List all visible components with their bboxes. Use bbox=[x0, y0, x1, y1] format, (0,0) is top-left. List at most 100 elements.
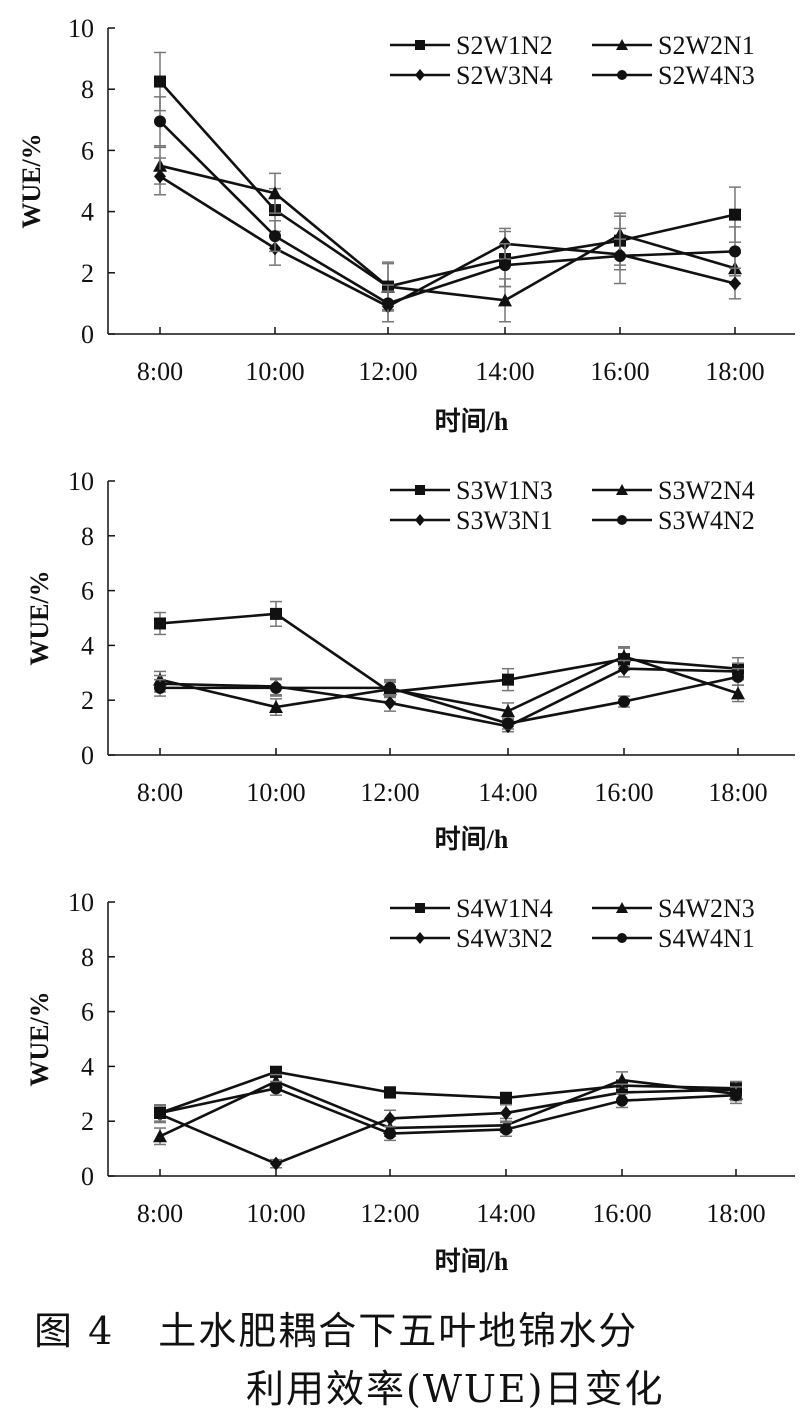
x-axis-label: 时间/h bbox=[435, 825, 509, 854]
legend-entry: S3W4N2 bbox=[592, 506, 755, 535]
x-tick-label: 10:00 bbox=[245, 357, 304, 386]
data-point bbox=[384, 1127, 396, 1140]
y-tick-label: 6 bbox=[81, 577, 94, 606]
legend-entry: S2W2N1 bbox=[592, 31, 755, 60]
x-tick-label: 10:00 bbox=[246, 1199, 305, 1228]
x-tick-label: 18:00 bbox=[705, 357, 764, 386]
legend-marker bbox=[617, 70, 627, 80]
data-point bbox=[268, 186, 282, 200]
x-tick-label: 16:00 bbox=[590, 357, 649, 386]
series-S4W1N4 bbox=[154, 1065, 742, 1122]
data-point bbox=[153, 1129, 167, 1143]
data-point bbox=[502, 673, 514, 686]
data-point bbox=[618, 661, 630, 676]
y-tick-label: 0 bbox=[81, 741, 94, 770]
x-tick-label: 12:00 bbox=[360, 778, 419, 807]
legend-label: S2W3N4 bbox=[456, 61, 553, 90]
series-line bbox=[159, 1070, 737, 1115]
figure-caption-line-1: 图 4 土水肥耦合下五叶地锦水分 bbox=[34, 1300, 802, 1355]
y-axis-label: WUE/% bbox=[25, 570, 54, 665]
legend-marker bbox=[415, 40, 425, 50]
data-point bbox=[729, 208, 741, 221]
legend-entry: S4W3N2 bbox=[390, 924, 553, 953]
legend-label: S4W1N4 bbox=[456, 894, 553, 923]
series-S4W4N1 bbox=[154, 1080, 742, 1142]
series-line bbox=[159, 175, 736, 308]
x-tick-label: 14:00 bbox=[476, 1199, 535, 1228]
data-point bbox=[382, 297, 394, 310]
legend-label: S4W3N2 bbox=[456, 924, 553, 953]
data-point bbox=[270, 1156, 282, 1171]
data-point bbox=[269, 230, 281, 243]
series-line bbox=[159, 1078, 737, 1138]
y-tick-label: 8 bbox=[81, 943, 94, 972]
legend-marker bbox=[415, 903, 425, 913]
x-tick-label: 16:00 bbox=[592, 1199, 651, 1228]
x-tick-label: 12:00 bbox=[360, 1199, 419, 1228]
series-S3W4N2 bbox=[154, 667, 744, 730]
x-tick-label: 10:00 bbox=[246, 778, 305, 807]
legend-label: S3W1N3 bbox=[456, 476, 553, 505]
y-tick-label: 8 bbox=[81, 522, 94, 551]
series-line bbox=[159, 164, 736, 302]
data-point bbox=[502, 717, 514, 730]
legend-entry: S2W1N2 bbox=[390, 31, 553, 60]
legend-marker bbox=[415, 485, 425, 495]
data-point bbox=[499, 259, 511, 272]
legend-label: S3W4N2 bbox=[658, 506, 755, 535]
y-tick-label: 6 bbox=[81, 998, 94, 1027]
figure-title-line-2: 利用效率(WUE)日变化 bbox=[246, 1367, 665, 1411]
legend-label: S2W4N3 bbox=[658, 61, 755, 90]
data-point bbox=[384, 1111, 396, 1126]
y-tick-label: 4 bbox=[81, 1052, 94, 1081]
data-point bbox=[270, 607, 282, 620]
chart-panel-1: 0 2 4 6 8 10 8:00 10:00 12:00 14:00 16:00 18:00 时间/h… bbox=[17, 14, 795, 436]
data-point bbox=[384, 1086, 396, 1099]
data-point bbox=[501, 704, 515, 718]
data-point bbox=[498, 293, 512, 307]
y-tick-label: 4 bbox=[81, 631, 94, 660]
figure-label: 图 4 bbox=[34, 1309, 115, 1353]
data-point bbox=[731, 686, 745, 700]
x-axis-label: 时间/h bbox=[435, 407, 509, 436]
series-S2W1N2 bbox=[154, 51, 741, 312]
legend-marker bbox=[616, 902, 628, 913]
data-point bbox=[730, 1089, 742, 1102]
data-point bbox=[732, 670, 744, 683]
x-tick-label: 18:00 bbox=[708, 778, 767, 807]
data-point bbox=[154, 169, 166, 184]
data-point bbox=[729, 276, 741, 291]
x-axis-label: 时间/h bbox=[435, 1247, 509, 1276]
legend-entry: S4W2N3 bbox=[592, 894, 755, 923]
legend-marker bbox=[415, 69, 425, 81]
legend-marker bbox=[415, 932, 425, 944]
series-S3W3N1 bbox=[154, 659, 744, 734]
legend-entry: S3W3N1 bbox=[390, 506, 553, 535]
y-tick-label: 10 bbox=[68, 467, 94, 496]
y-tick-label: 10 bbox=[68, 14, 94, 43]
legend-marker bbox=[617, 515, 627, 525]
series-line bbox=[159, 1086, 737, 1135]
data-point bbox=[618, 695, 630, 708]
x-tick-label: 12:00 bbox=[358, 357, 417, 386]
legend-entry: S3W2N4 bbox=[592, 476, 755, 505]
x-tick-label: 8:00 bbox=[137, 357, 183, 386]
legend-label: S4W2N3 bbox=[658, 894, 755, 923]
legend-label: S3W3N1 bbox=[456, 506, 553, 535]
data-point bbox=[154, 617, 166, 630]
x-tick-label: 16:00 bbox=[594, 778, 653, 807]
data-point bbox=[384, 681, 396, 694]
series-S2W4N3 bbox=[154, 96, 741, 323]
legend-label: S2W2N1 bbox=[658, 31, 755, 60]
y-tick-label: 8 bbox=[81, 75, 94, 104]
y-tick-label: 0 bbox=[81, 320, 94, 349]
legend-entry: S2W4N3 bbox=[592, 61, 755, 90]
data-point bbox=[617, 649, 631, 663]
data-point bbox=[615, 1073, 629, 1087]
y-tick-label: 10 bbox=[68, 888, 94, 917]
y-tick-label: 2 bbox=[81, 259, 94, 288]
legend-entry: S4W4N1 bbox=[592, 924, 755, 953]
data-point bbox=[154, 115, 166, 128]
data-point bbox=[269, 700, 283, 714]
series-line bbox=[159, 120, 736, 305]
